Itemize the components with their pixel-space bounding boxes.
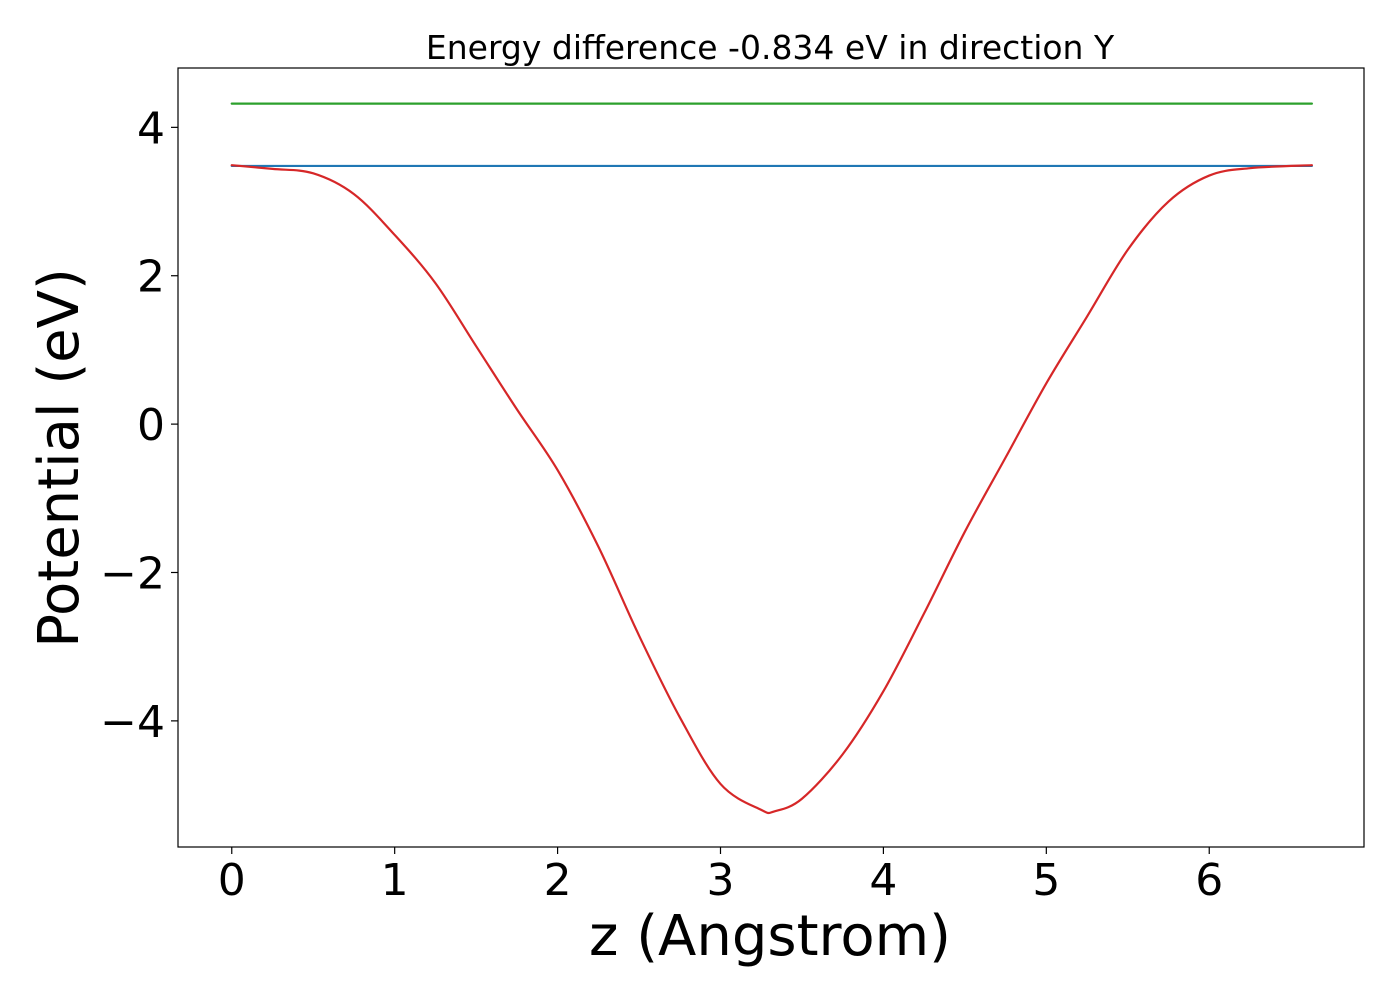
- chart-title: Energy difference -0.834 eV in direction…: [426, 28, 1115, 67]
- y-tick-label: −2: [100, 548, 165, 599]
- plot-frame: [177, 67, 1365, 848]
- x-tick-label: 0: [218, 855, 246, 906]
- y-tick-label: 2: [137, 252, 165, 303]
- x-tick-label: 1: [381, 855, 409, 906]
- y-tick-label: 0: [137, 400, 165, 451]
- y-axis-label: Potential (eV): [27, 268, 92, 648]
- series-layer: [230, 102, 1313, 815]
- y-tick-label: −4: [100, 697, 165, 748]
- x-tick-label: 5: [1032, 855, 1060, 906]
- x-tick-label: 2: [544, 855, 572, 906]
- x-tick-label: 3: [706, 855, 734, 906]
- x-axis-label: z (Angstrom): [589, 904, 951, 969]
- series-line-3: [230, 164, 1313, 815]
- y-axis-ticks: 4 2 0 −2 −4: [100, 103, 178, 748]
- x-tick-label: 4: [869, 855, 897, 906]
- y-tick-label: 4: [137, 103, 165, 154]
- x-axis-ticks: 0 1 2 3 4 5 6: [218, 847, 1223, 906]
- x-tick-label: 6: [1195, 855, 1223, 906]
